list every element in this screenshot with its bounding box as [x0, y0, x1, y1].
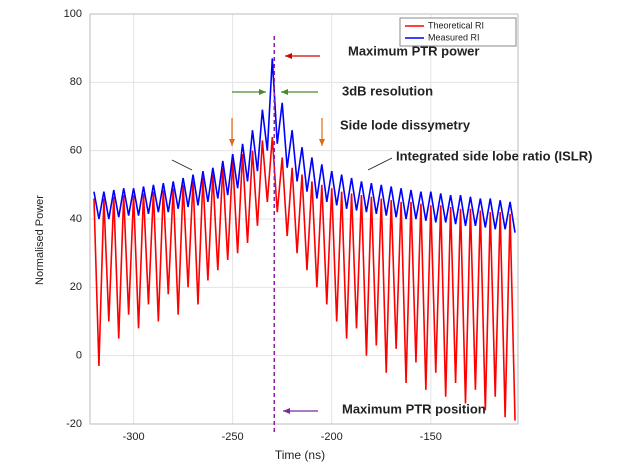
x-tick-label: -300 — [123, 431, 145, 443]
annotation: Integrated side lobe ratio (ISLR) — [396, 148, 592, 163]
y-tick-label: 80 — [70, 76, 82, 88]
y-tick-label: 20 — [70, 281, 82, 293]
arrow-head — [281, 89, 288, 95]
plot-frame — [89, 13, 519, 425]
arrow-head — [319, 139, 325, 146]
y-tick-label: 100 — [64, 8, 82, 20]
legend-box — [399, 17, 517, 47]
annotation: 3dB resolution — [342, 83, 433, 98]
y-tick-label: 0 — [76, 350, 82, 362]
y-tick-label: -20 — [66, 418, 82, 430]
annotation: Side lode dissymetry — [340, 117, 471, 132]
y-tick-label: 60 — [70, 145, 82, 157]
series-line — [93, 136, 516, 421]
pointer — [171, 159, 193, 171]
arrow-head — [259, 89, 266, 95]
series-line — [93, 58, 516, 233]
annotation: Maximum PTR power — [348, 43, 479, 58]
x-tick-label: -150 — [420, 431, 442, 443]
arrow-head — [229, 139, 235, 146]
y-tick-label: 40 — [70, 213, 82, 225]
arrow-head — [285, 53, 292, 59]
annotation: Maximum PTR position — [342, 401, 486, 416]
legend-label: Measured RI — [428, 32, 480, 42]
x-axis-label: Time (ns) — [275, 448, 325, 462]
x-tick-label: -200 — [321, 431, 343, 443]
legend-label: Theoretical RI — [428, 20, 484, 30]
x-tick-label: -250 — [222, 431, 244, 443]
arrow-head — [283, 408, 290, 414]
pointer — [367, 157, 393, 171]
arrows — [171, 53, 393, 414]
annotations: Maximum PTR power 3dB resolution Side lo… — [340, 43, 592, 416]
y-axis-label: Normalised Power — [34, 195, 46, 285]
